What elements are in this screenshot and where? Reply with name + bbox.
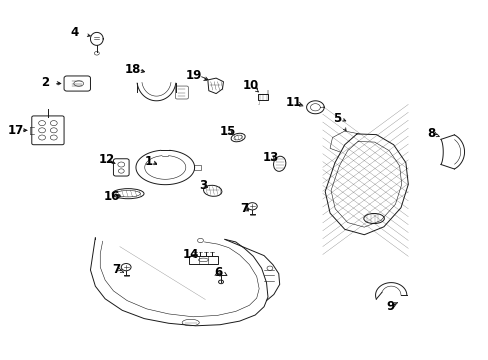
- Bar: [188, 256, 218, 264]
- Text: 5: 5: [333, 112, 341, 125]
- Text: 12: 12: [98, 153, 115, 166]
- Text: 11: 11: [285, 96, 301, 109]
- Bar: [193, 165, 201, 170]
- Text: 4: 4: [71, 26, 79, 39]
- Text: 10: 10: [242, 79, 259, 92]
- Text: 19: 19: [185, 69, 202, 82]
- Text: 6: 6: [214, 266, 222, 279]
- Text: 17: 17: [7, 124, 24, 137]
- Bar: [257, 94, 268, 100]
- Text: 18: 18: [124, 63, 141, 76]
- Text: 9: 9: [386, 300, 393, 312]
- Text: 15: 15: [219, 125, 236, 138]
- Text: 13: 13: [262, 151, 278, 164]
- Text: 14: 14: [182, 248, 199, 261]
- Text: 3: 3: [199, 179, 206, 192]
- Text: 7: 7: [112, 263, 120, 276]
- Text: 1: 1: [145, 155, 153, 168]
- Text: 2: 2: [41, 76, 49, 89]
- Text: 8: 8: [427, 127, 434, 140]
- Text: 16: 16: [103, 190, 120, 203]
- Text: 7: 7: [240, 202, 248, 215]
